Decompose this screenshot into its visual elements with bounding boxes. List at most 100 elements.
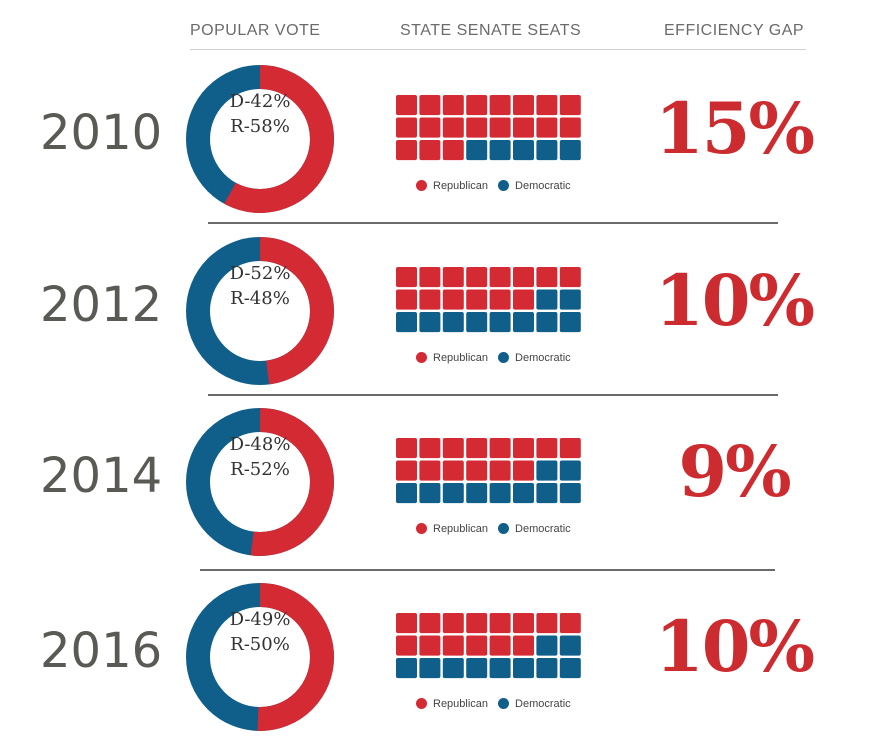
seat-republican bbox=[559, 117, 581, 138]
seat-democratic bbox=[442, 312, 464, 333]
rep-vote-label: R-48% bbox=[230, 288, 290, 309]
seat-republican bbox=[396, 140, 417, 161]
legend-item-republican: Republican bbox=[416, 352, 488, 364]
seat-democratic bbox=[536, 289, 558, 310]
seat-democratic bbox=[536, 635, 558, 656]
seat-democratic bbox=[442, 483, 464, 504]
legend-dot-republican bbox=[416, 352, 427, 363]
popular-vote-labels: D-48% R-52% bbox=[186, 432, 334, 482]
seat-republican bbox=[442, 95, 464, 116]
header-popular-vote: POPULAR VOTE bbox=[190, 22, 321, 39]
donut-slice-republican bbox=[186, 65, 334, 213]
popular-vote-donut bbox=[186, 237, 334, 385]
seat-republican bbox=[419, 635, 441, 656]
seat-republican bbox=[466, 438, 488, 459]
dem-vote-label: D-48% bbox=[229, 434, 291, 455]
donut-slice-republican bbox=[186, 408, 334, 556]
legend-dot-democratic bbox=[498, 698, 510, 709]
seat-democratic bbox=[536, 483, 558, 504]
seat-democratic bbox=[513, 140, 534, 161]
seat-republican bbox=[419, 289, 441, 310]
year-label: 2016 bbox=[40, 623, 163, 679]
seat-republican bbox=[466, 635, 488, 656]
seat-republican bbox=[396, 289, 417, 310]
dem-vote-label: D-49% bbox=[229, 609, 291, 630]
efficiency-gap-value: 10% bbox=[655, 605, 815, 688]
seat-republican bbox=[513, 438, 534, 459]
seat-republican bbox=[442, 460, 464, 481]
senate-seat-grid bbox=[396, 438, 581, 504]
seat-republican bbox=[536, 267, 558, 288]
legend-item-democratic: Democratic bbox=[498, 352, 571, 364]
legend-label-republican: Republican bbox=[433, 352, 489, 364]
senate-seat-grid bbox=[396, 613, 581, 679]
legend-label-republican: Republican bbox=[433, 523, 489, 535]
seat-republican bbox=[489, 117, 511, 138]
legend-item-democratic: Democratic bbox=[498, 180, 571, 192]
seat-republican bbox=[396, 267, 417, 288]
seat-republican bbox=[513, 289, 534, 310]
seat-republican bbox=[466, 460, 488, 481]
seat-democratic bbox=[419, 483, 441, 504]
legend-item-republican: Republican bbox=[416, 698, 488, 710]
seat-democratic bbox=[489, 312, 511, 333]
seat-republican bbox=[442, 267, 464, 288]
seat-republican bbox=[513, 95, 534, 116]
legend-dot-democratic bbox=[498, 180, 510, 191]
seat-republican bbox=[419, 438, 441, 459]
year-row-2012: 2012 D-52% R-48% Republican Democratic 10% bbox=[0, 237, 880, 397]
seat-republican bbox=[559, 438, 581, 459]
seat-republican bbox=[466, 95, 488, 116]
seat-republican bbox=[489, 267, 511, 288]
seat-democratic bbox=[466, 140, 488, 161]
seat-democratic bbox=[442, 658, 464, 679]
row-separator bbox=[208, 222, 778, 224]
legend-dot-democratic bbox=[498, 352, 510, 363]
popular-vote-donut bbox=[186, 65, 334, 213]
seat-democratic bbox=[513, 483, 534, 504]
legend-item-democratic: Democratic bbox=[498, 698, 571, 710]
seat-republican bbox=[442, 438, 464, 459]
seat-republican bbox=[536, 613, 558, 634]
seat-republican bbox=[396, 635, 417, 656]
seat-democratic bbox=[559, 289, 581, 310]
seat-republican bbox=[466, 117, 488, 138]
seat-democratic bbox=[559, 460, 581, 481]
legend-label-republican: Republican bbox=[433, 698, 489, 710]
seat-republican bbox=[442, 117, 464, 138]
seat-republican bbox=[536, 117, 558, 138]
header-state-senate-seats: STATE SENATE SEATS bbox=[400, 22, 582, 39]
seat-democratic bbox=[513, 658, 534, 679]
seat-democratic bbox=[466, 483, 488, 504]
seat-republican bbox=[489, 438, 511, 459]
year-row-2014: 2014 D-48% R-52% Republican Democratic 9% bbox=[0, 408, 880, 568]
popular-vote-donut bbox=[186, 583, 334, 731]
seat-republican bbox=[419, 95, 441, 116]
seat-republican bbox=[396, 117, 417, 138]
header-efficiency-gap: EFFICIENCY GAP bbox=[664, 22, 805, 39]
year-row-2010: 2010 D-42% R-58% Republican Democratic 15% bbox=[0, 65, 880, 225]
popular-vote-donut bbox=[186, 408, 334, 556]
seat-democratic bbox=[489, 483, 511, 504]
seat-republican bbox=[396, 460, 417, 481]
seat-republican bbox=[442, 140, 464, 161]
seat-democratic bbox=[513, 312, 534, 333]
seat-republican bbox=[489, 613, 511, 634]
legend-label-democratic: Democratic bbox=[515, 180, 571, 192]
legend-label-republican: Republican bbox=[433, 180, 489, 192]
seat-republican bbox=[396, 438, 417, 459]
legend-dot-republican bbox=[416, 523, 427, 534]
legend-item-democratic: Democratic bbox=[498, 523, 571, 535]
seat-democratic bbox=[536, 140, 558, 161]
seat-republican bbox=[419, 613, 441, 634]
seat-republican bbox=[396, 95, 417, 116]
rep-vote-label: R-58% bbox=[230, 116, 290, 137]
seat-republican bbox=[442, 289, 464, 310]
legend-item-republican: Republican bbox=[416, 523, 488, 535]
seat-democratic bbox=[489, 140, 511, 161]
popular-vote-labels: D-52% R-48% bbox=[186, 261, 334, 311]
efficiency-gap-value: 10% bbox=[655, 259, 815, 342]
seat-republican bbox=[419, 140, 441, 161]
seat-democratic bbox=[419, 658, 441, 679]
donut-slice-republican bbox=[186, 583, 334, 731]
